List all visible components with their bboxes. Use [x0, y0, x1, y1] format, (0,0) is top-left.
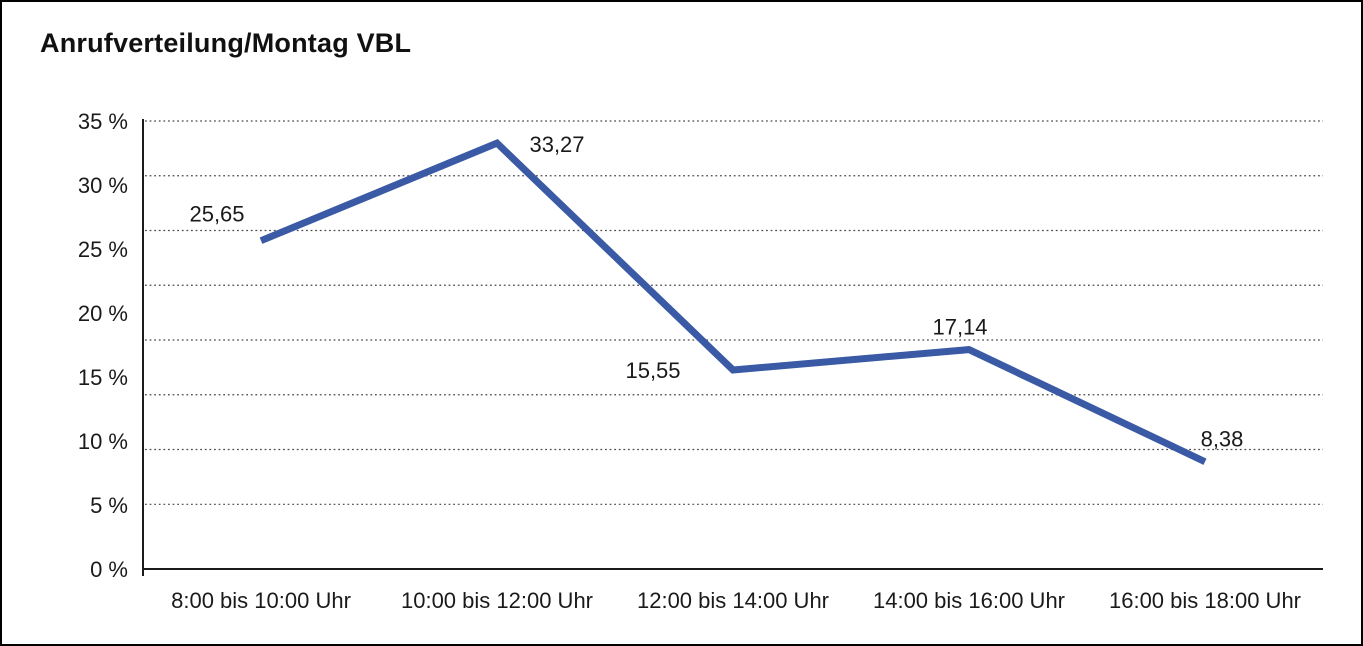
x-category-label: 10:00 bis 12:00 Uhr	[401, 588, 593, 613]
y-tick-label: 0 %	[90, 557, 128, 582]
chart-title: Anrufverteilung/Montag VBL	[40, 28, 412, 58]
y-tick-label: 20 %	[78, 301, 128, 326]
y-tick-label: 5 %	[90, 493, 128, 518]
x-category-label: 12:00 bis 14:00 Uhr	[637, 588, 829, 613]
y-tick-label: 30 %	[78, 173, 128, 198]
y-tick-label: 35 %	[78, 109, 128, 134]
x-category-label: 16:00 bis 18:00 Uhr	[1109, 588, 1301, 613]
value-label: 33,27	[529, 132, 584, 157]
value-label: 25,65	[189, 202, 244, 227]
y-tick-label: 15 %	[78, 365, 128, 390]
y-tick-label: 10 %	[78, 429, 128, 454]
data-series-line	[259, 139, 1207, 465]
x-category-label: 14:00 bis 16:00 Uhr	[873, 588, 1065, 613]
y-tick-label: 25 %	[78, 237, 128, 262]
value-label: 15,55	[625, 358, 680, 383]
value-label: 8,38	[1201, 427, 1244, 452]
x-category-label: 8:00 bis 10:00 Uhr	[171, 588, 351, 613]
value-label: 17,14	[932, 315, 987, 340]
